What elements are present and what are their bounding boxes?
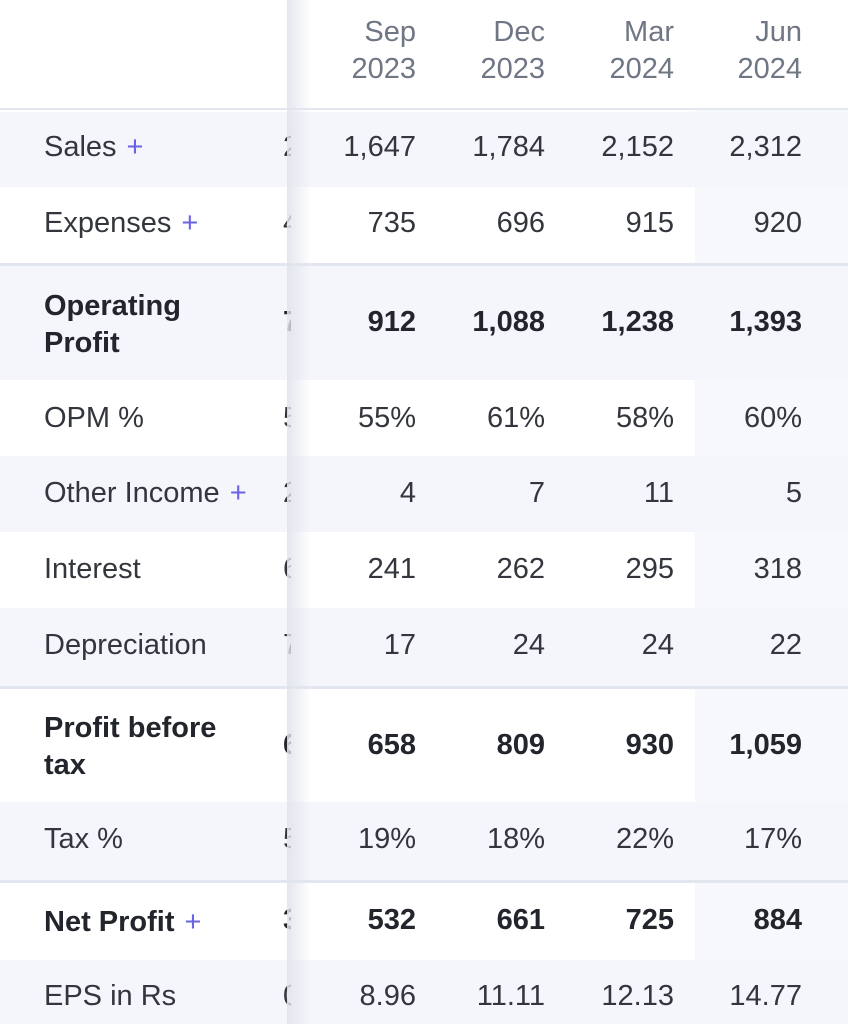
row-label-opm: OPM % <box>44 402 144 434</box>
row-label-eps: EPS in Rs <box>44 980 177 1012</box>
expand-plus-icon[interactable]: + <box>126 131 144 163</box>
expand-plus-icon[interactable]: + <box>229 477 247 509</box>
row-label-operating-profit: Operating Profit <box>44 290 181 359</box>
table-row-opm: OPM % 5 55% 61% 58% 60% <box>44 402 802 434</box>
table-row-sales: Sales+ 2 1,647 1,784 2,152 2,312 <box>0 112 848 187</box>
table-row-interest: Interest 6 241 262 295 318 <box>44 553 802 585</box>
column-header-mar-2024: Mar 2024 <box>609 16 674 85</box>
table-row-net-profit: Net Profit+ 3 532 661 725 884 <box>0 880 848 960</box>
row-label-tax: Tax % <box>44 823 123 855</box>
column-header-jun-2024: Jun 2024 <box>737 16 802 85</box>
table-row-other-income: Other Income+ 2 4 7 11 5 <box>0 456 848 532</box>
expand-plus-icon[interactable]: + <box>181 207 199 239</box>
clipped-column-header: n 3 <box>220 14 290 88</box>
row-label-other-income[interactable]: Other Income + <box>44 477 247 509</box>
row-label-interest: Interest <box>44 553 141 585</box>
table-row-tax: Tax % 5 19% 18% 22% 17% <box>0 802 848 880</box>
table-header: n 3 Sep 2023 Dec 2023 Mar 2024 Jun 2024 <box>0 0 848 110</box>
table-row-eps: EPS in Rs 0 8.96 11.11 12.13 14.77 <box>0 960 848 1024</box>
row-label-sales[interactable]: Sales + <box>44 131 144 163</box>
expand-plus-icon[interactable]: + <box>184 906 202 938</box>
row-label-profit-before-tax: Profit before tax <box>44 712 217 781</box>
table-row-expenses: Expenses+ 4 735 696 915 920 <box>44 207 802 239</box>
row-label-depreciation: Depreciation <box>44 629 207 661</box>
row-label-net-profit[interactable]: Net Profit + <box>44 906 202 938</box>
row-label-expenses[interactable]: Expenses + <box>44 207 199 239</box>
table-row-depreciation: Depreciation 7 17 24 24 22 <box>0 608 848 686</box>
column-header-sep-2023: Sep 2023 <box>351 16 416 85</box>
column-header-dec-2023: Dec 2023 <box>480 16 545 85</box>
